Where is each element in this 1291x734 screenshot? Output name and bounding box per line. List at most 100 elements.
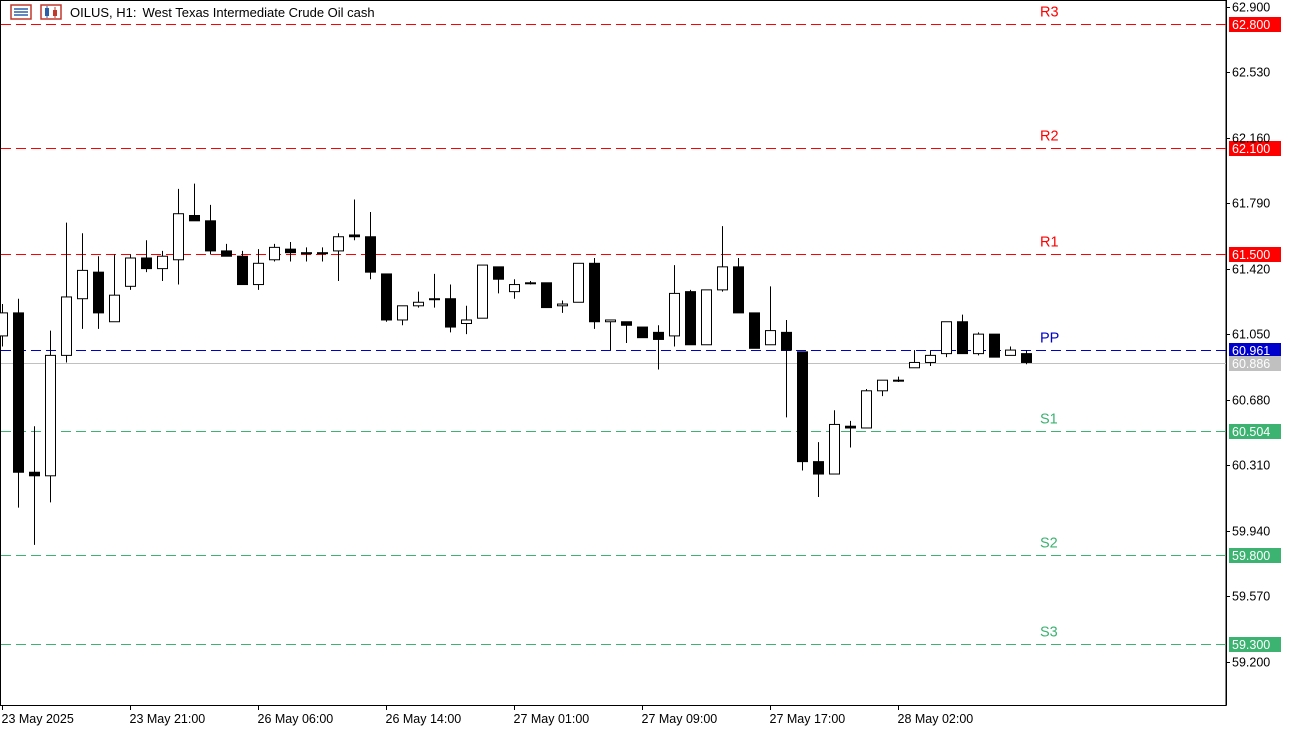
candle bbox=[477, 264, 488, 319]
candle bbox=[285, 242, 296, 262]
candle bbox=[333, 233, 344, 282]
chart-list-icon[interactable] bbox=[10, 4, 32, 20]
current-price-badge bbox=[1229, 356, 1281, 371]
candle-body-bull bbox=[477, 264, 488, 319]
candle bbox=[1005, 346, 1016, 356]
candle-body-bear bbox=[445, 298, 456, 328]
pivot-price-badge-r1 bbox=[1229, 247, 1281, 262]
candle-body-bull bbox=[509, 284, 520, 293]
time-tick-label: 26 May 14:00 bbox=[386, 712, 462, 726]
candle-body-bear bbox=[637, 326, 648, 339]
candle-body-bull bbox=[861, 390, 872, 429]
candle-body-bull bbox=[557, 303, 568, 307]
pivot-price-label-s3: 59.300 bbox=[1232, 638, 1270, 652]
candles-icon[interactable] bbox=[40, 4, 62, 20]
candle bbox=[141, 240, 152, 273]
candle bbox=[861, 389, 872, 429]
candle bbox=[845, 420, 856, 448]
price-tick-label: 60.310 bbox=[1232, 459, 1270, 473]
candle-body-bear bbox=[29, 471, 40, 477]
candle-body-bull bbox=[125, 257, 136, 287]
pivot-levels: R3 62.800 R2 62.100 R1 61.500 PP 60.961 S1 60.504… bbox=[1, 5, 1281, 652]
candle bbox=[413, 291, 424, 308]
candle bbox=[157, 250, 168, 282]
candle bbox=[397, 305, 408, 326]
candle bbox=[973, 332, 984, 356]
candle-body-bear bbox=[989, 333, 1000, 358]
candle bbox=[509, 279, 520, 299]
candle bbox=[205, 204, 216, 255]
pivot-price-label-pp: 60.961 bbox=[1232, 344, 1270, 358]
candle-body-bear bbox=[781, 331, 792, 351]
pivot-price-badge-s3 bbox=[1229, 637, 1281, 652]
candle bbox=[429, 273, 440, 308]
price-tick-label: 62.900 bbox=[1232, 1, 1270, 15]
candle-body-bull bbox=[925, 354, 936, 363]
candle bbox=[781, 319, 792, 418]
candle bbox=[125, 254, 136, 290]
time-tick-label: 27 May 09:00 bbox=[642, 712, 718, 726]
candle bbox=[541, 282, 552, 309]
candle-body-bear bbox=[205, 220, 216, 252]
candle-body-bull bbox=[173, 213, 184, 261]
candle bbox=[221, 243, 232, 257]
candle bbox=[605, 319, 616, 351]
candle bbox=[317, 247, 328, 262]
candle-body-bull bbox=[877, 379, 888, 392]
candle-body-bull bbox=[429, 298, 440, 301]
candle-body-bear bbox=[1021, 353, 1032, 363]
candle bbox=[685, 289, 696, 346]
time-tick-label: 26 May 06:00 bbox=[258, 712, 334, 726]
candle-body-bear bbox=[957, 321, 968, 355]
candle-body-bear bbox=[653, 331, 664, 340]
candle bbox=[925, 350, 936, 367]
candle-body-bull bbox=[717, 266, 728, 291]
candle bbox=[173, 188, 184, 285]
time-tick-label: 27 May 01:00 bbox=[514, 712, 590, 726]
candle bbox=[237, 250, 248, 286]
candle-body-bull bbox=[317, 252, 328, 255]
candle bbox=[557, 300, 568, 313]
candle bbox=[0, 304, 8, 347]
candle-body-bear bbox=[381, 273, 392, 321]
candle bbox=[813, 442, 824, 498]
candle bbox=[669, 265, 680, 347]
symbol-description: West Texas Intermediate Crude Oil cash bbox=[142, 4, 375, 20]
time-tick-label: 27 May 17:00 bbox=[770, 712, 846, 726]
pivot-name-s3: S3 bbox=[1040, 625, 1058, 641]
candle-body-bull bbox=[701, 289, 712, 346]
pivot-name-pp: PP bbox=[1040, 331, 1059, 347]
candle-body-bull bbox=[605, 319, 616, 323]
candle-body-bull bbox=[61, 296, 72, 356]
candle bbox=[109, 254, 120, 323]
time-tick-label: 23 May 2025 bbox=[2, 712, 74, 726]
candle-body-bear bbox=[237, 255, 248, 286]
price-tick-label: 59.200 bbox=[1232, 656, 1270, 670]
axes: 62.900 62.530 62.160 61.790 61.420 61.050 60.6… bbox=[2, 1, 1271, 727]
price-tick-label: 60.680 bbox=[1232, 394, 1270, 408]
candle-body-bull bbox=[525, 282, 536, 285]
candle-body-bear bbox=[141, 257, 152, 270]
candle-body-bear bbox=[797, 351, 808, 463]
candle bbox=[253, 249, 264, 290]
candle-body-bear bbox=[493, 266, 504, 280]
pivot-name-s2: S2 bbox=[1040, 536, 1058, 552]
price-tick-label: 61.790 bbox=[1232, 197, 1270, 211]
pivot-name-r3: R3 bbox=[1040, 5, 1059, 21]
candle bbox=[893, 376, 904, 382]
candle-body-bull bbox=[157, 255, 168, 270]
candle bbox=[29, 426, 40, 545]
candle bbox=[637, 326, 648, 339]
candle-body-bull bbox=[573, 262, 584, 303]
candle bbox=[701, 289, 712, 346]
candle-body-bear bbox=[685, 291, 696, 346]
candle-body-bull bbox=[0, 312, 8, 337]
candle-body-bull bbox=[333, 236, 344, 252]
candle bbox=[269, 243, 280, 262]
current-price-label: 60.886 bbox=[1232, 357, 1270, 371]
candle-body-bull bbox=[45, 354, 56, 477]
candle bbox=[365, 211, 376, 280]
candle bbox=[13, 298, 24, 508]
